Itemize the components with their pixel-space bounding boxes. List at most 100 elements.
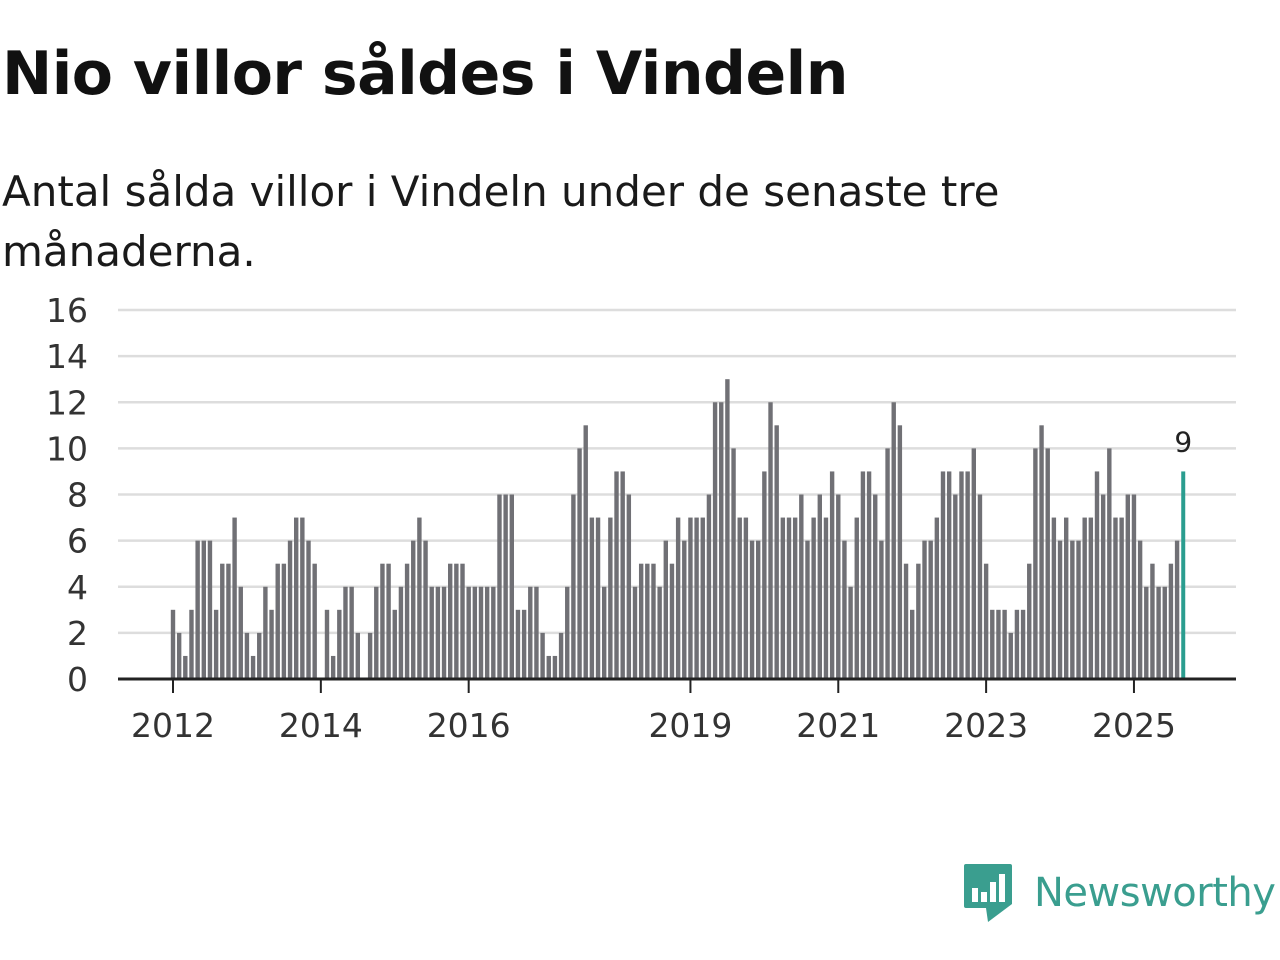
newsworthy-logo-text: Newsworthy <box>1034 870 1276 916</box>
bar <box>257 632 262 679</box>
bar <box>441 586 447 679</box>
bar <box>983 563 989 679</box>
bar <box>448 563 453 679</box>
bar <box>565 586 570 679</box>
x-axis-ticks <box>172 679 1135 693</box>
bar <box>873 494 878 679</box>
bar <box>429 586 434 679</box>
bar <box>195 540 200 679</box>
bar <box>756 540 761 679</box>
bar <box>762 471 767 679</box>
x-tick-label: 2023 <box>944 706 1028 745</box>
bar <box>682 540 687 679</box>
bar <box>176 632 182 679</box>
bar <box>454 563 459 679</box>
bar <box>829 471 835 679</box>
bar <box>706 494 712 679</box>
bar <box>1144 586 1149 679</box>
bar <box>1008 632 1013 679</box>
bar <box>207 540 213 679</box>
bar <box>626 494 632 679</box>
bar <box>189 609 194 679</box>
bar <box>1039 425 1044 679</box>
y-tick-label: 6 <box>67 522 88 561</box>
bar <box>712 402 718 679</box>
bar <box>663 540 668 679</box>
bar <box>1002 609 1007 679</box>
bar <box>675 517 681 679</box>
bar <box>170 609 176 679</box>
bar <box>811 517 816 679</box>
bar <box>959 471 964 679</box>
y-tick-label: 10 <box>46 429 88 468</box>
bar <box>737 517 742 679</box>
bar <box>263 586 268 679</box>
bar <box>417 517 422 679</box>
chart-subtitle: Antal sålda villor i Vindeln under de se… <box>2 167 1000 276</box>
bar <box>910 609 915 679</box>
bar <box>287 540 293 679</box>
y-tick-label: 8 <box>67 476 88 515</box>
bar <box>632 586 638 679</box>
x-axis-labels: 2012 2014 2016 2019 2021 2023 2025 <box>131 706 1176 745</box>
bar <box>638 563 644 679</box>
bar <box>860 471 866 679</box>
bar <box>1070 540 1075 679</box>
bar <box>478 586 484 679</box>
bar <box>1027 563 1032 679</box>
newsworthy-logo: Newsworthy <box>962 862 1276 924</box>
bar <box>306 540 311 679</box>
bar <box>281 563 287 679</box>
bar <box>300 517 305 679</box>
bar <box>1014 609 1020 679</box>
bar <box>922 540 927 679</box>
x-tick-label: 2019 <box>648 706 732 745</box>
bar <box>460 563 465 679</box>
bar <box>805 540 810 679</box>
bar <box>349 586 354 679</box>
bar <box>534 586 539 679</box>
bar <box>688 517 693 679</box>
bar <box>891 402 896 679</box>
bar <box>398 586 404 679</box>
bar <box>719 402 724 679</box>
bar <box>916 563 921 679</box>
bar <box>1119 517 1124 679</box>
bar <box>1020 609 1026 679</box>
x-tick-label: 2021 <box>796 706 880 745</box>
bar <box>484 586 490 679</box>
bar <box>528 586 533 679</box>
bar <box>792 517 798 679</box>
bar <box>946 471 952 679</box>
bar <box>1045 448 1050 679</box>
bar <box>275 563 280 679</box>
bar <box>897 425 903 679</box>
bar <box>823 517 829 679</box>
bar <box>466 586 471 679</box>
annotations: 9 <box>1174 425 1192 458</box>
bar <box>497 494 502 679</box>
bar <box>213 609 219 679</box>
bar <box>928 540 933 679</box>
y-tick-label: 14 <box>46 337 88 376</box>
bar <box>220 563 225 679</box>
x-tick-label: 2025 <box>1092 706 1176 745</box>
bars <box>170 379 1186 679</box>
bar <box>731 448 736 679</box>
bar <box>552 655 558 679</box>
bar <box>472 586 478 679</box>
bar <box>269 609 274 679</box>
x-tick-label: 2012 <box>131 706 215 745</box>
bar <box>903 563 909 679</box>
bar <box>848 586 853 679</box>
bar <box>836 494 841 679</box>
bar <box>343 586 348 679</box>
bar <box>645 563 650 679</box>
bar <box>546 655 551 679</box>
y-axis-labels: 0 2 4 6 8 10 12 14 16 <box>46 291 88 699</box>
bar <box>879 540 884 679</box>
x-tick-label: 2016 <box>427 706 511 745</box>
bar <box>312 563 317 679</box>
bar <box>608 517 613 679</box>
